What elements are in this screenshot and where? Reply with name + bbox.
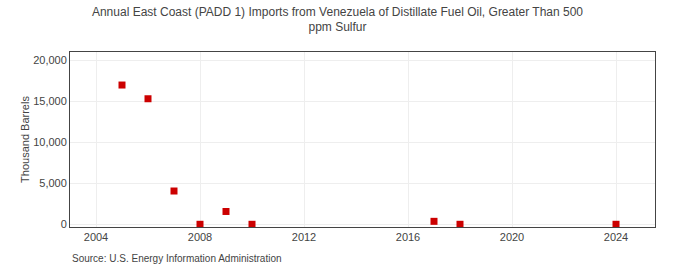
svg-text:Source: U.S. Energy Informatio: Source: U.S. Energy Information Administ… [72, 253, 282, 264]
svg-text:2020: 2020 [500, 231, 524, 243]
svg-text:2016: 2016 [396, 231, 420, 243]
svg-text:2008: 2008 [188, 231, 212, 243]
svg-text:2024: 2024 [604, 231, 628, 243]
svg-text:Annual East Coast (PADD 1) Imp: Annual East Coast (PADD 1) Imports from … [92, 5, 583, 35]
svg-text:15,000: 15,000 [33, 95, 67, 107]
svg-text:5,000: 5,000 [39, 177, 67, 189]
svg-text:10,000: 10,000 [33, 136, 67, 148]
svg-text:Thousand Barrels: Thousand Barrels [19, 96, 31, 183]
svg-text:0: 0 [61, 218, 67, 230]
svg-text:20,000: 20,000 [33, 54, 67, 66]
svg-text:2012: 2012 [292, 231, 316, 243]
svg-text:2004: 2004 [84, 231, 108, 243]
